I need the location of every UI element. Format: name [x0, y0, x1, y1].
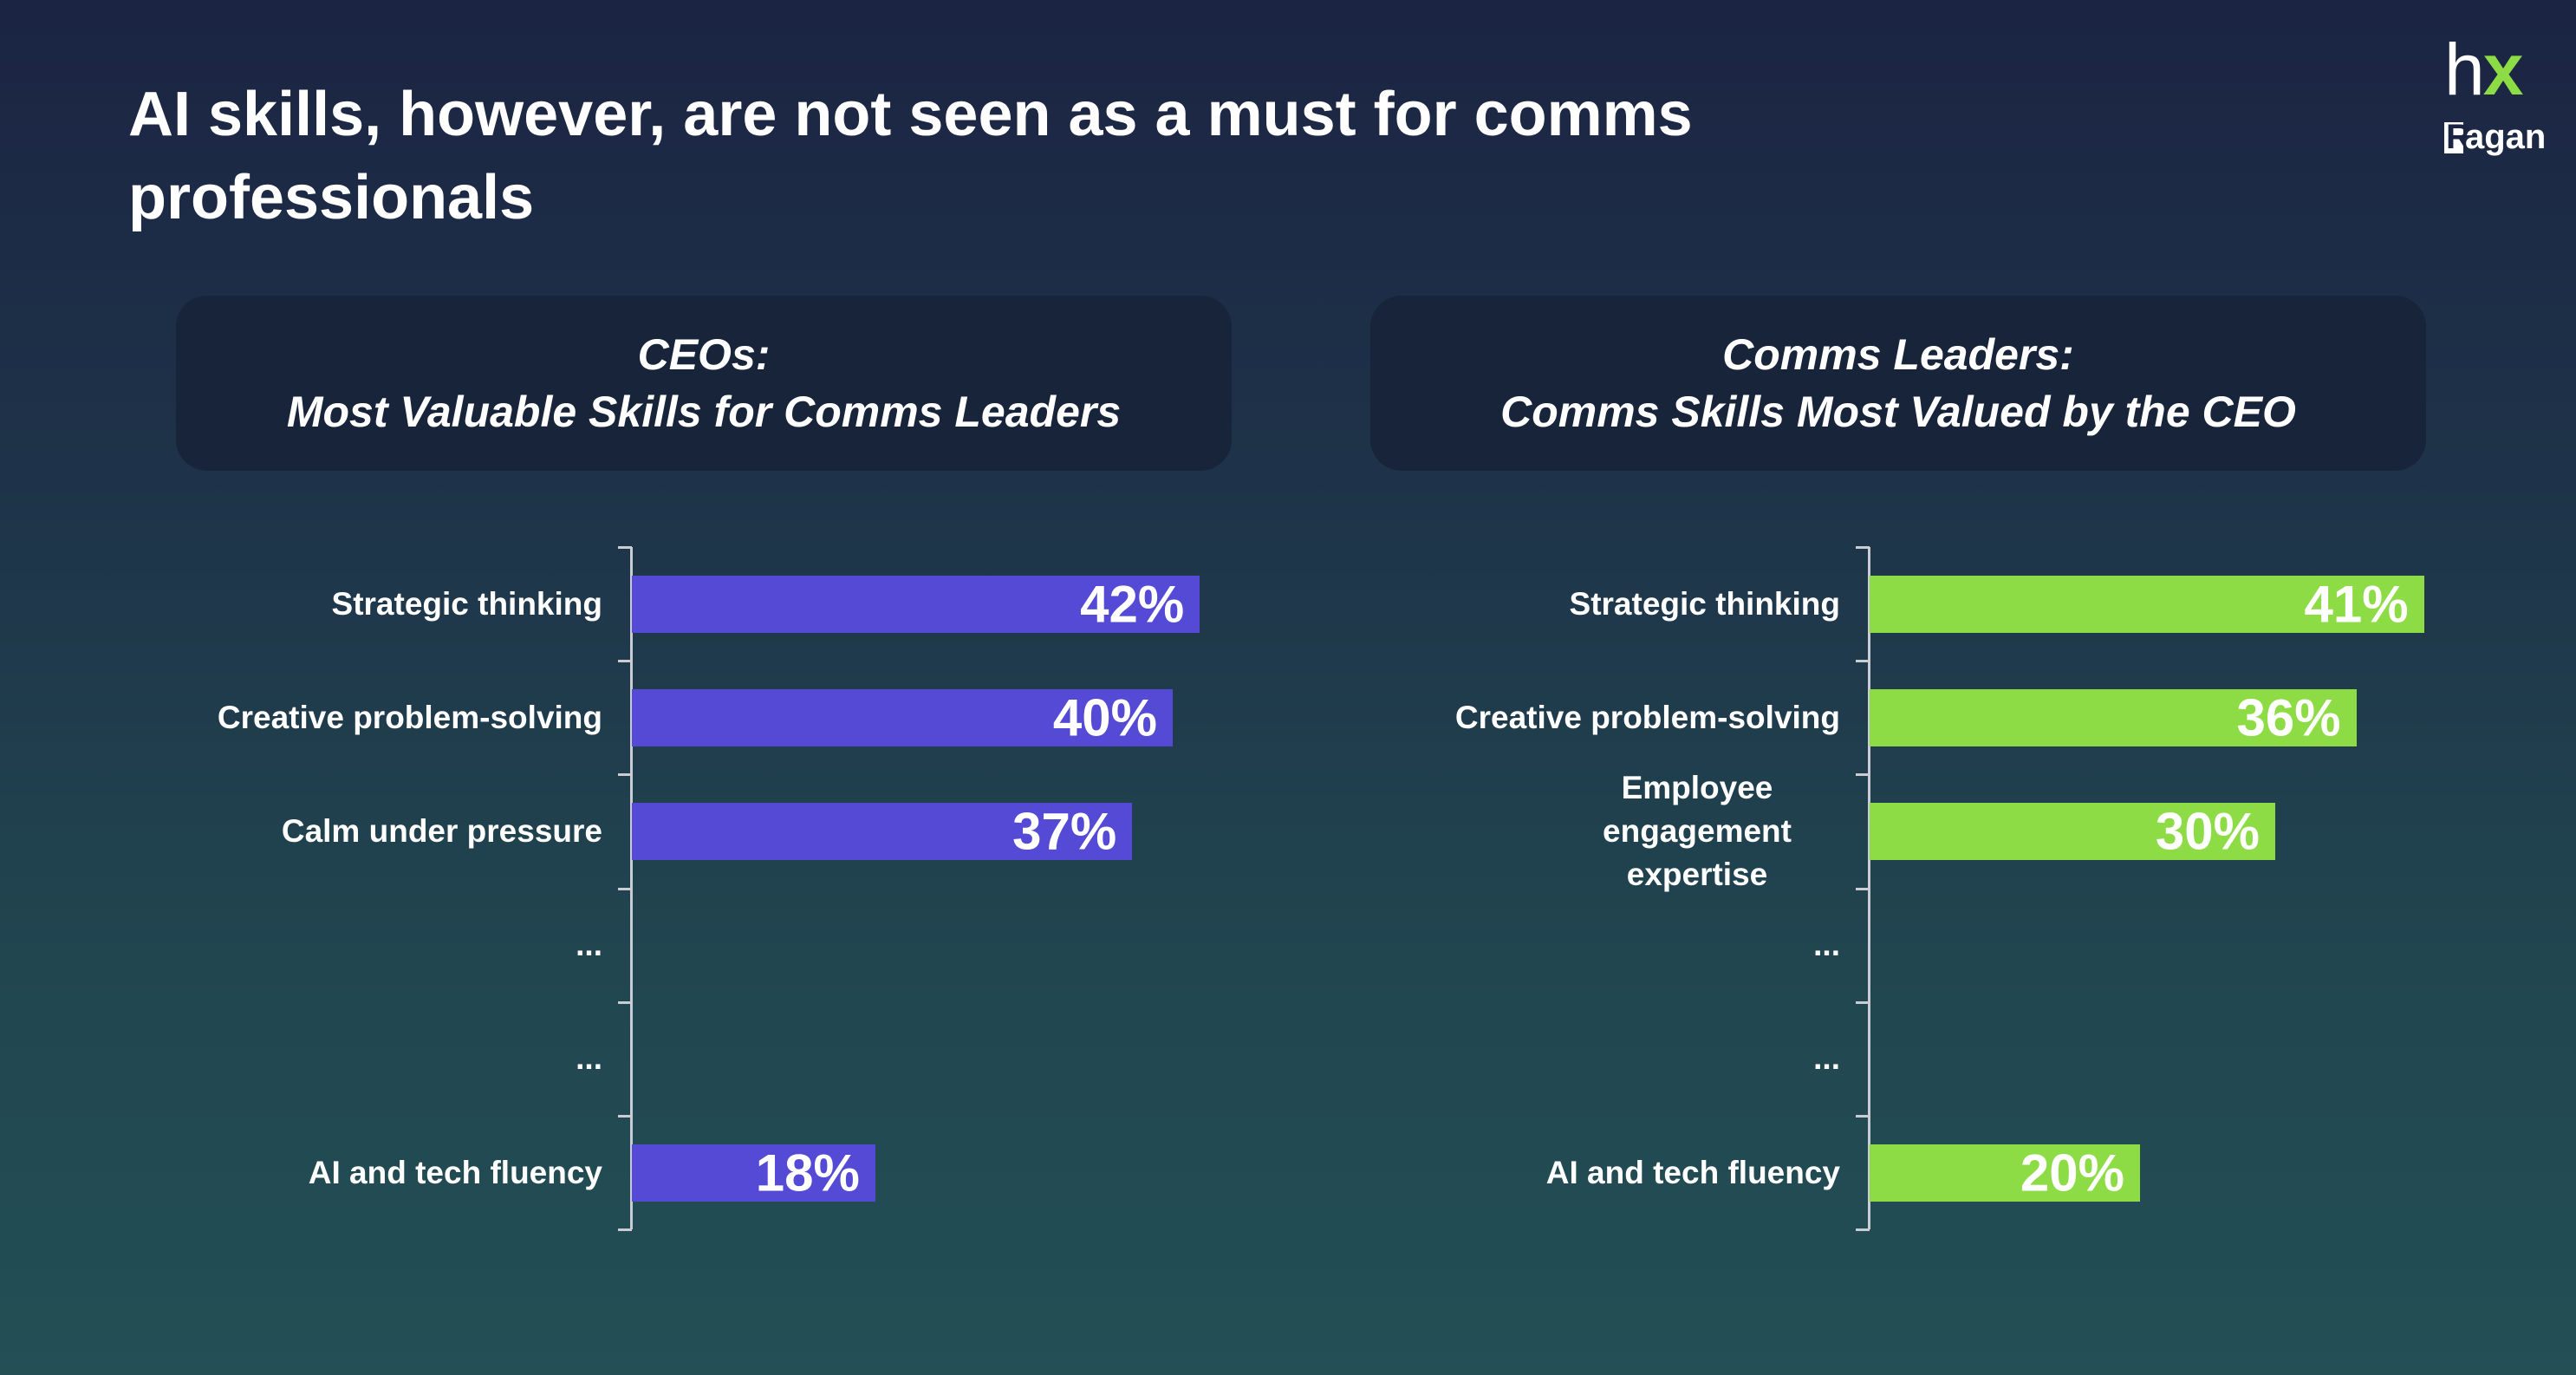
chart-header-ceos: CEOs: Most Valuable Skills for Comms Lea… — [176, 296, 1232, 471]
axis-tick — [618, 1000, 632, 1004]
ceos-bar-chart: Strategic thinking 42% Creative problem-so… — [0, 546, 1231, 1232]
data-label: 42% — [1080, 575, 1185, 634]
bar: 40% — [632, 688, 1173, 747]
comms-leaders-bar-chart: Strategic thinking 41% Creative problem-so… — [1238, 546, 2469, 1232]
category-label: Calm under pressure — [281, 813, 602, 849]
category-label: Creative problem-solving — [1454, 699, 1840, 735]
axis-tick — [1856, 1228, 1870, 1232]
category-label: ... — [576, 927, 602, 963]
chart-title-line1: Comms Leaders: — [1722, 330, 2074, 379]
data-label: 40% — [1052, 688, 1157, 747]
bar: 36% — [1870, 688, 2357, 747]
category-label: ... — [1813, 927, 1840, 963]
category-label: Employee engagement expertise — [1603, 770, 1792, 892]
category-label: Strategic thinking — [331, 585, 602, 622]
data-label: 41% — [2304, 575, 2409, 634]
axis-tick — [1856, 887, 1870, 890]
bar: 41% — [1870, 575, 2424, 634]
category-label: ... — [576, 1040, 602, 1077]
bar: 18% — [632, 1144, 875, 1202]
axis-tick — [1856, 773, 1870, 777]
data-label: 20% — [2020, 1144, 2124, 1202]
axis-tick — [618, 1115, 632, 1118]
chart-title-line2: Most Valuable Skills for Comms Leaders — [286, 388, 1122, 436]
axis-tick — [1856, 660, 1870, 663]
axis-tick — [618, 660, 632, 663]
category-label: AI and tech fluency — [308, 1154, 602, 1190]
data-label: 36% — [2236, 688, 2341, 747]
axis-tick — [618, 887, 632, 890]
axis-tick — [618, 773, 632, 777]
category-label: AI and tech fluency — [1545, 1154, 1840, 1190]
axis-tick — [1856, 1115, 1870, 1118]
category-label: ... — [1813, 1040, 1840, 1077]
page-title: AI skills, however, are not seen as a mu… — [128, 80, 1693, 232]
bar: 20% — [1870, 1144, 2140, 1202]
hx-logo: hx — [2444, 29, 2523, 110]
axis-tick — [618, 546, 632, 549]
chart-title-line2: Comms Skills Most Valued by the CEO — [1500, 388, 2296, 436]
data-label: 37% — [1012, 802, 1117, 861]
axis-tick — [1856, 1000, 1870, 1004]
axis-tick — [618, 1228, 632, 1232]
bar: 37% — [632, 802, 1133, 861]
axis-tick — [1856, 546, 1870, 549]
chart-title-line1: CEOs: — [637, 330, 771, 379]
data-label: 18% — [755, 1144, 860, 1202]
bar: 42% — [632, 575, 1200, 634]
category-label: Creative problem-solving — [217, 699, 602, 735]
category-label: Strategic thinking — [1569, 585, 1840, 622]
bar: 30% — [1870, 802, 2275, 861]
chart-header-comms-leaders: Comms Leaders: Comms Skills Most Valued … — [1370, 296, 2426, 471]
data-label: 30% — [2155, 802, 2260, 861]
